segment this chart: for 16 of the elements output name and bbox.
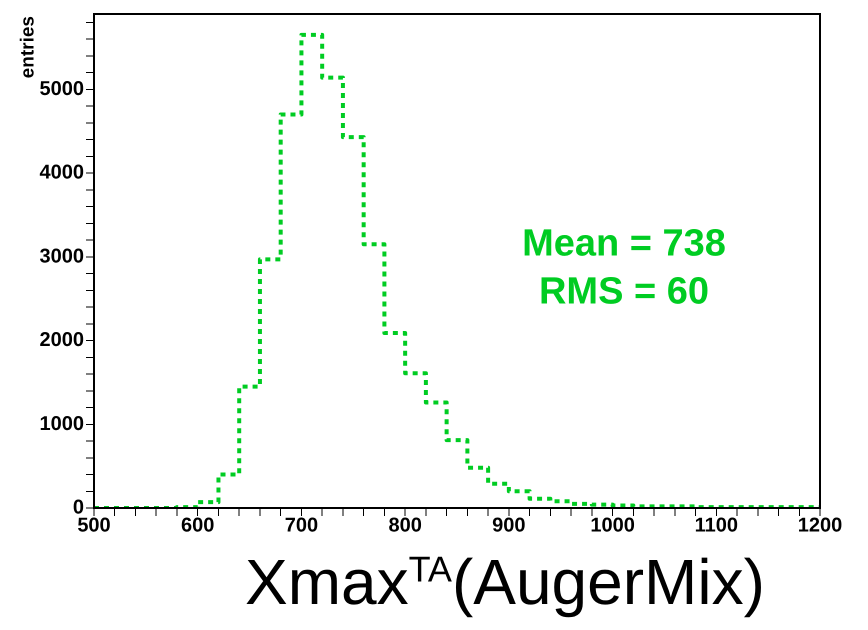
annotation: Mean = 738 xyxy=(522,222,726,264)
y-tick-label: 4000 xyxy=(40,162,84,184)
y-tick-label: 2000 xyxy=(40,329,84,352)
annotation: RMS = 60 xyxy=(538,270,710,312)
y-tick-label: 3000 xyxy=(40,245,84,268)
x-tick-label: 700 xyxy=(284,514,318,537)
x-axis-title: Xmax$^{TA}$(AugerMix) xyxy=(245,545,765,619)
x-tick-label: 1100 xyxy=(694,514,738,537)
y-axis-title: entries xyxy=(18,16,39,78)
x-tick-label: 600 xyxy=(181,514,214,537)
x-tick-label: 900 xyxy=(492,514,526,537)
x-tick-label: 1200 xyxy=(798,514,842,537)
y-tick-label: 5000 xyxy=(40,78,84,100)
x-tick-label: 800 xyxy=(388,514,422,537)
y-tick-label: 1000 xyxy=(40,412,84,435)
x-tick-label: 1000 xyxy=(590,514,635,537)
